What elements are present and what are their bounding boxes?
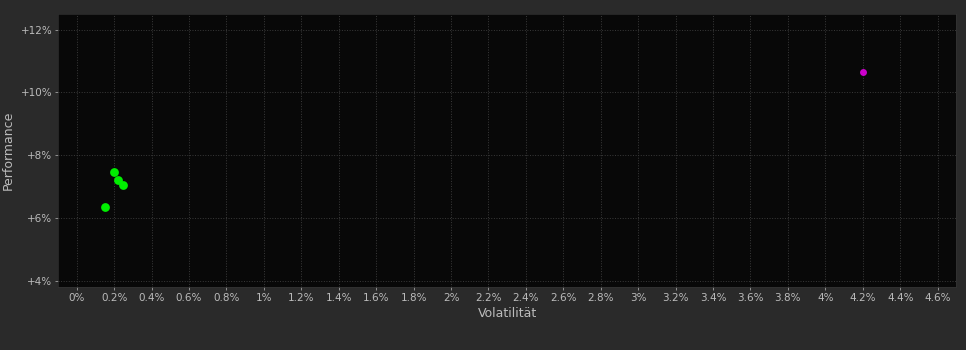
- Point: [97, 204, 112, 210]
- Point: [116, 182, 131, 188]
- Y-axis label: Performance: Performance: [2, 111, 15, 190]
- Point: [855, 69, 870, 75]
- X-axis label: Volatilität: Volatilität: [477, 307, 537, 320]
- Point: [110, 177, 126, 183]
- Point: [106, 170, 122, 175]
